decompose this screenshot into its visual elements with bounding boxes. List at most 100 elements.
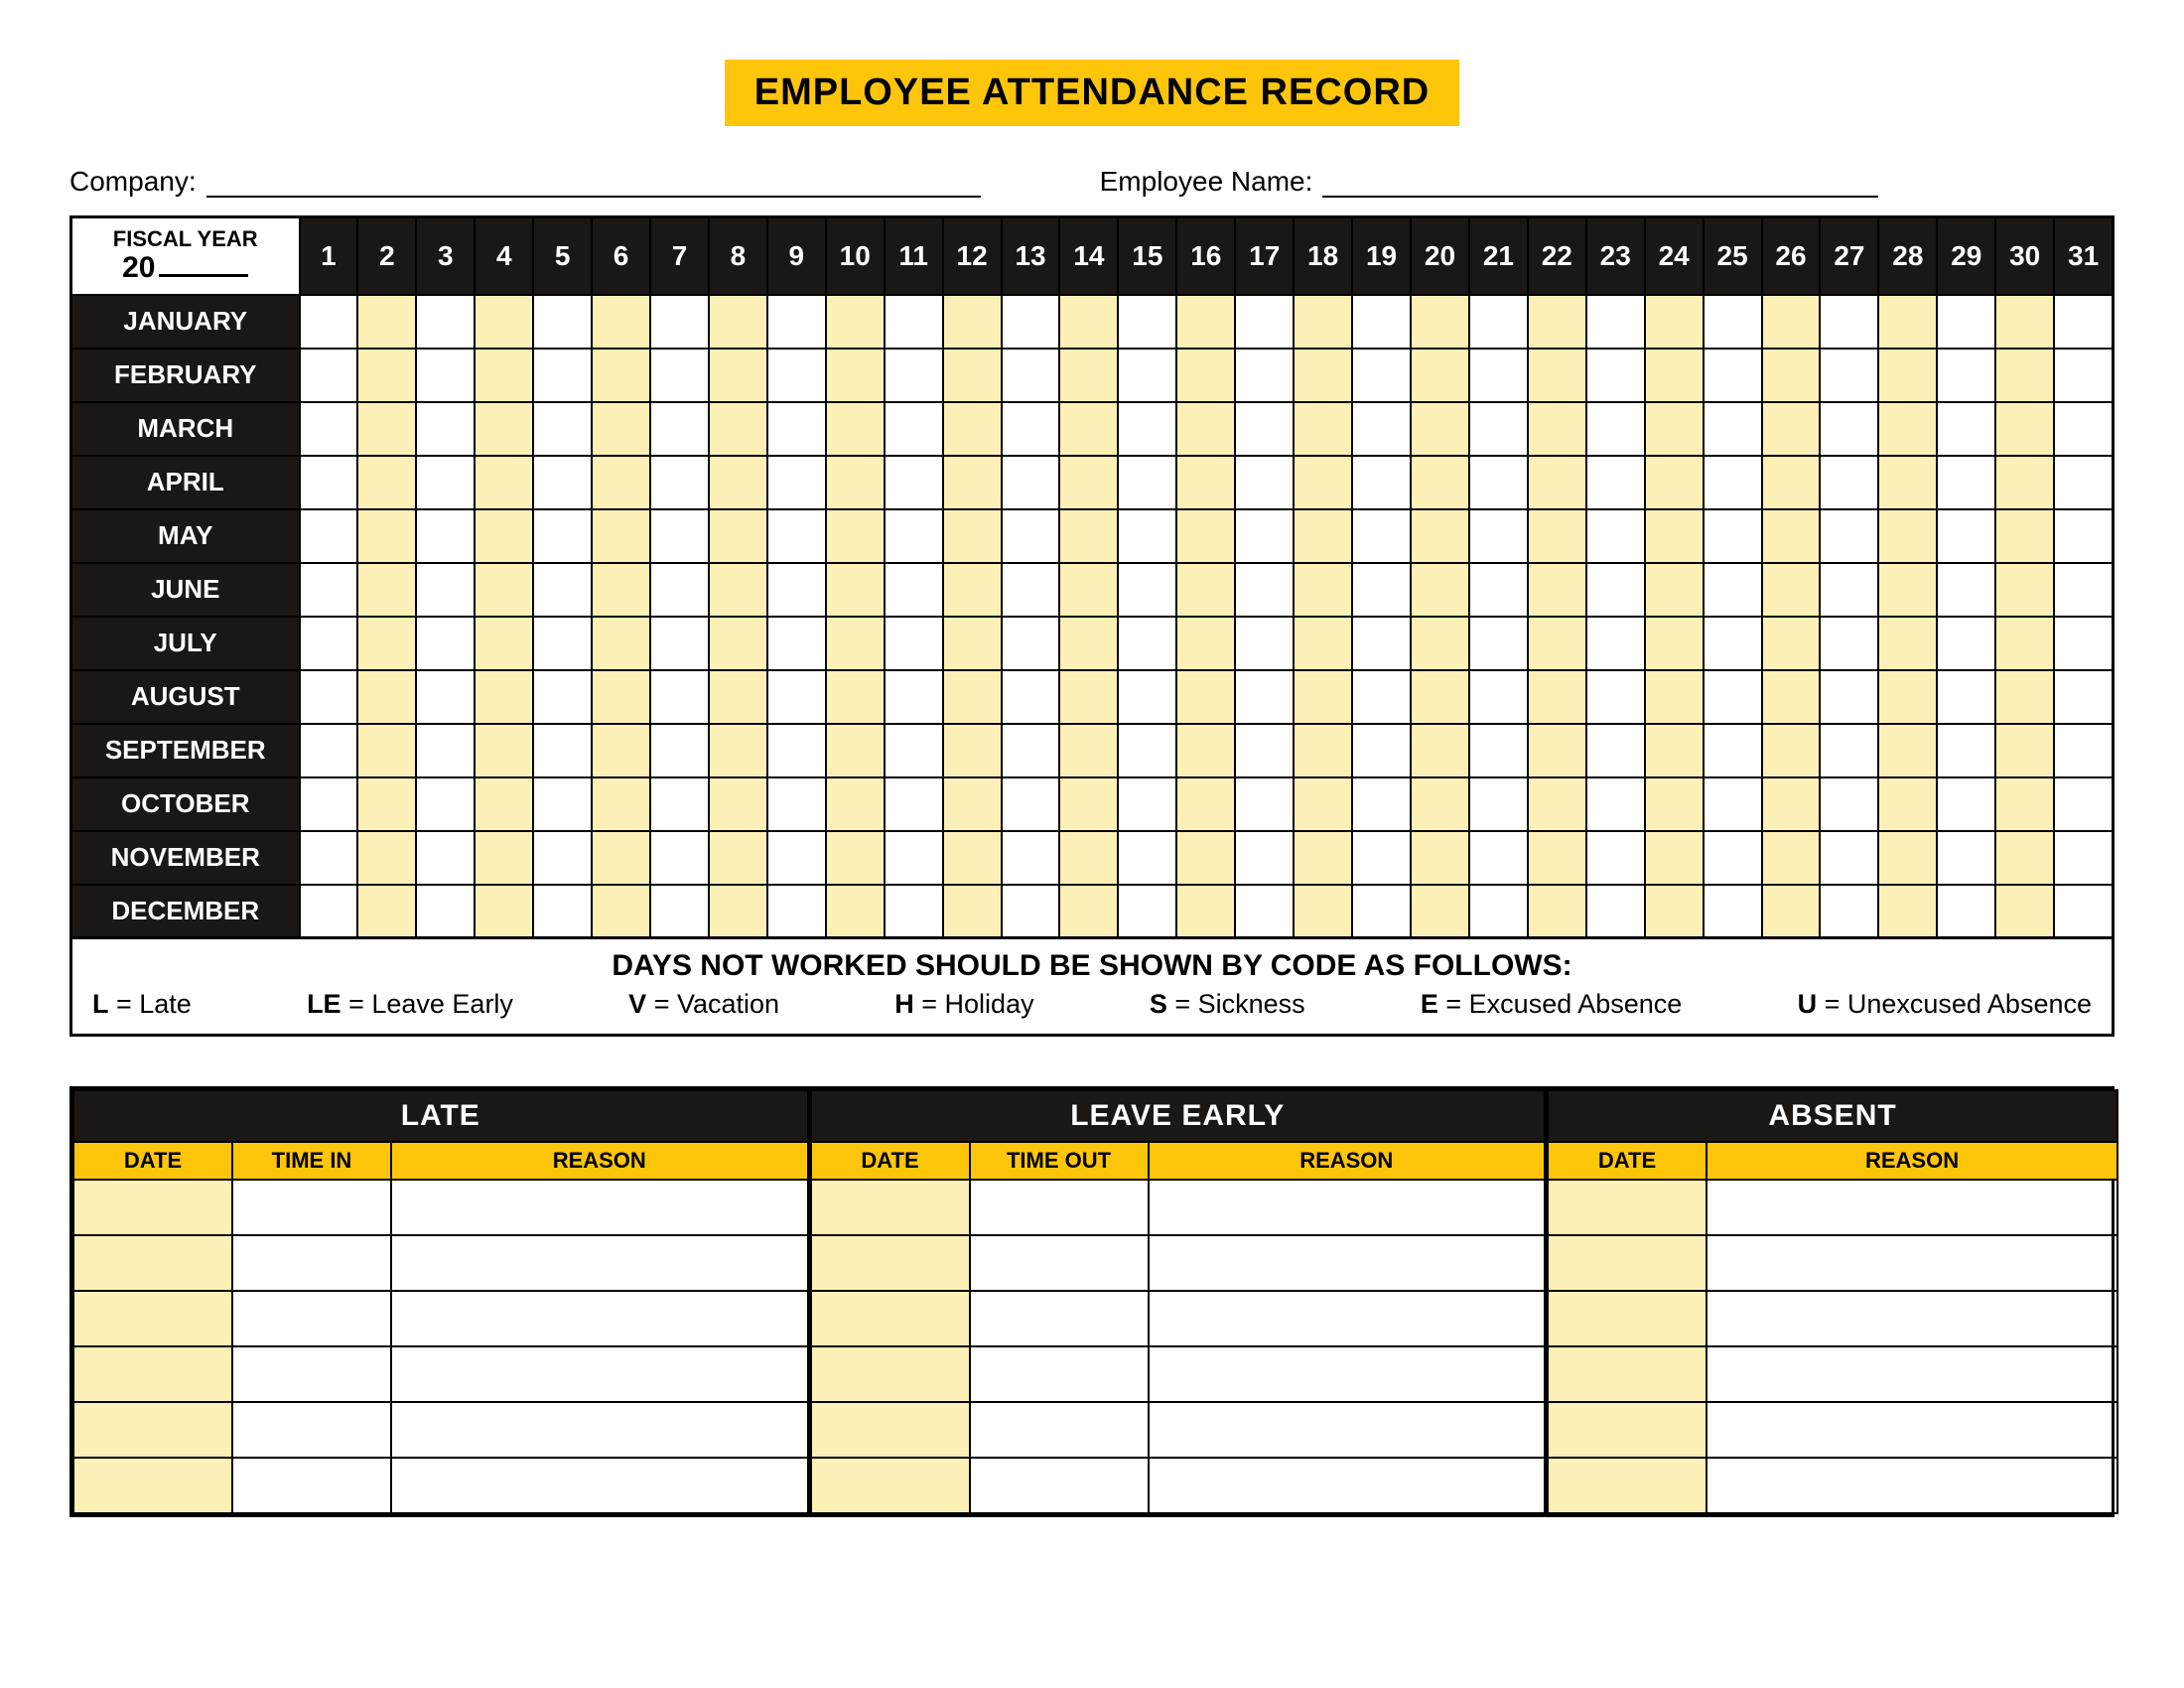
attendance-cell[interactable]	[650, 777, 709, 831]
attendance-cell[interactable]	[1586, 349, 1645, 402]
attendance-cell[interactable]	[475, 670, 533, 724]
leave-cell[interactable]	[1149, 1458, 1546, 1513]
attendance-cell[interactable]	[1002, 724, 1060, 777]
attendance-cell[interactable]	[885, 617, 943, 670]
attendance-cell[interactable]	[1059, 885, 1118, 938]
attendance-cell[interactable]	[1645, 349, 1704, 402]
attendance-cell[interactable]	[592, 617, 650, 670]
attendance-cell[interactable]	[592, 509, 650, 563]
attendance-cell[interactable]	[1469, 402, 1528, 456]
attendance-cell[interactable]	[592, 885, 650, 938]
attendance-cell[interactable]	[1235, 402, 1294, 456]
attendance-cell[interactable]	[416, 885, 475, 938]
attendance-cell[interactable]	[1411, 295, 1469, 349]
attendance-cell[interactable]	[300, 402, 358, 456]
attendance-cell[interactable]	[1176, 295, 1235, 349]
attendance-cell[interactable]	[767, 831, 826, 885]
attendance-cell[interactable]	[1118, 831, 1176, 885]
late-cell[interactable]	[232, 1458, 391, 1513]
attendance-cell[interactable]	[1528, 885, 1586, 938]
attendance-cell[interactable]	[1937, 295, 1995, 349]
attendance-cell[interactable]	[533, 402, 592, 456]
attendance-cell[interactable]	[1469, 456, 1528, 509]
attendance-cell[interactable]	[2054, 831, 2113, 885]
attendance-cell[interactable]	[1235, 295, 1294, 349]
attendance-cell[interactable]	[1176, 563, 1235, 617]
attendance-cell[interactable]	[1235, 349, 1294, 402]
attendance-cell[interactable]	[1995, 617, 2054, 670]
leave-cell[interactable]	[1149, 1291, 1546, 1346]
attendance-cell[interactable]	[1762, 777, 1821, 831]
attendance-cell[interactable]	[300, 456, 358, 509]
attendance-cell[interactable]	[826, 456, 885, 509]
leave-cell[interactable]	[811, 1291, 970, 1346]
attendance-cell[interactable]	[475, 563, 533, 617]
attendance-cell[interactable]	[1762, 831, 1821, 885]
attendance-cell[interactable]	[1528, 831, 1586, 885]
attendance-cell[interactable]	[416, 777, 475, 831]
leave-cell[interactable]	[1149, 1402, 1546, 1458]
attendance-cell[interactable]	[1645, 295, 1704, 349]
absent-cell[interactable]	[1548, 1291, 1706, 1346]
attendance-cell[interactable]	[1586, 777, 1645, 831]
attendance-cell[interactable]	[592, 724, 650, 777]
leave-cell[interactable]	[970, 1346, 1149, 1402]
attendance-cell[interactable]	[1820, 509, 1878, 563]
attendance-cell[interactable]	[1704, 777, 1762, 831]
attendance-cell[interactable]	[1176, 724, 1235, 777]
attendance-cell[interactable]	[885, 509, 943, 563]
late-cell[interactable]	[73, 1346, 232, 1402]
attendance-cell[interactable]	[300, 777, 358, 831]
attendance-cell[interactable]	[1002, 831, 1060, 885]
attendance-cell[interactable]	[1937, 402, 1995, 456]
attendance-cell[interactable]	[826, 402, 885, 456]
attendance-cell[interactable]	[943, 563, 1002, 617]
late-cell[interactable]	[232, 1402, 391, 1458]
leave-cell[interactable]	[1149, 1180, 1546, 1235]
attendance-cell[interactable]	[650, 563, 709, 617]
attendance-cell[interactable]	[943, 456, 1002, 509]
attendance-cell[interactable]	[943, 885, 1002, 938]
late-cell[interactable]	[232, 1235, 391, 1291]
attendance-cell[interactable]	[300, 509, 358, 563]
leave-cell[interactable]	[811, 1180, 970, 1235]
attendance-cell[interactable]	[709, 885, 767, 938]
attendance-cell[interactable]	[885, 456, 943, 509]
attendance-cell[interactable]	[1118, 349, 1176, 402]
attendance-cell[interactable]	[1704, 724, 1762, 777]
attendance-cell[interactable]	[943, 777, 1002, 831]
attendance-cell[interactable]	[767, 617, 826, 670]
attendance-cell[interactable]	[1704, 670, 1762, 724]
attendance-cell[interactable]	[1411, 831, 1469, 885]
attendance-cell[interactable]	[592, 777, 650, 831]
attendance-cell[interactable]	[1059, 509, 1118, 563]
attendance-cell[interactable]	[1820, 456, 1878, 509]
attendance-cell[interactable]	[1176, 831, 1235, 885]
absent-cell[interactable]	[1548, 1235, 1706, 1291]
attendance-cell[interactable]	[1586, 831, 1645, 885]
late-cell[interactable]	[232, 1346, 391, 1402]
attendance-cell[interactable]	[416, 402, 475, 456]
attendance-cell[interactable]	[1704, 295, 1762, 349]
attendance-cell[interactable]	[357, 885, 416, 938]
attendance-cell[interactable]	[1352, 670, 1411, 724]
attendance-cell[interactable]	[592, 670, 650, 724]
attendance-cell[interactable]	[885, 831, 943, 885]
attendance-cell[interactable]	[1411, 563, 1469, 617]
attendance-cell[interactable]	[709, 831, 767, 885]
attendance-cell[interactable]	[1762, 670, 1821, 724]
attendance-cell[interactable]	[475, 777, 533, 831]
attendance-cell[interactable]	[767, 402, 826, 456]
attendance-cell[interactable]	[1878, 885, 1937, 938]
attendance-cell[interactable]	[650, 509, 709, 563]
attendance-cell[interactable]	[885, 295, 943, 349]
attendance-cell[interactable]	[1820, 563, 1878, 617]
attendance-cell[interactable]	[1528, 670, 1586, 724]
attendance-cell[interactable]	[1528, 402, 1586, 456]
attendance-cell[interactable]	[1586, 509, 1645, 563]
attendance-cell[interactable]	[1352, 349, 1411, 402]
attendance-cell[interactable]	[1937, 670, 1995, 724]
attendance-cell[interactable]	[709, 777, 767, 831]
attendance-cell[interactable]	[1352, 563, 1411, 617]
leave-cell[interactable]	[1149, 1235, 1546, 1291]
